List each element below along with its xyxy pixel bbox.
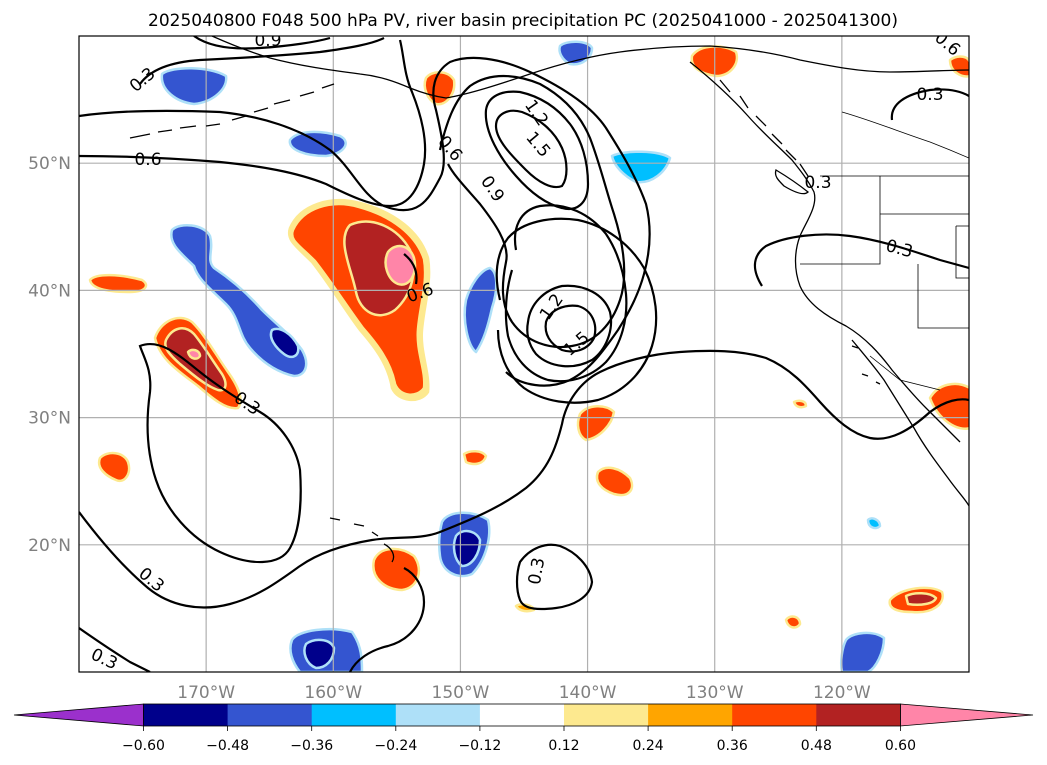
vancouver-island (774, 169, 809, 195)
colorbar-segment (227, 704, 313, 726)
colorbar-extend-min (13, 703, 144, 727)
pv-contour-0.6-loop (495, 217, 658, 404)
pv-contour-1.2-south (526, 284, 613, 368)
colorbar-tick-label: −0.36 (290, 738, 333, 754)
pv-contour-label: 0.3 (525, 556, 549, 586)
precip-blob-west-negative (170, 223, 308, 378)
longitude-tick-labels: 170°W 160°W 150°W 140°W 130°W 120°W (177, 683, 871, 703)
precip-blob-positive (784, 615, 802, 629)
pv-contour-1.5-south (544, 304, 597, 353)
pv-contour-0.3-bottom (79, 627, 151, 672)
pv-contour-label: 0.9 (254, 31, 281, 51)
alaska-panhandle-islands (719, 79, 809, 177)
colorbar-segment (479, 704, 565, 726)
alaska-coastline (211, 36, 969, 99)
precip-blob-positive (88, 273, 148, 294)
pv-contour-0.9-loop (504, 204, 628, 383)
aleutian-islands (129, 83, 335, 139)
channel-islands (851, 345, 881, 385)
precip-blob-negative (463, 266, 498, 354)
pv-contours (79, 36, 969, 672)
pv-contour-0.3-ne (890, 88, 969, 121)
baja-coastline (851, 339, 969, 507)
pv-contour-0.3 (139, 37, 385, 85)
lat-tick-label: 40°N (28, 281, 71, 301)
colorbar-tick-label: 0.36 (717, 738, 748, 754)
lon-tick-label: 160°W (304, 683, 362, 703)
hawaii-islands (329, 517, 395, 563)
precip-blob-positive (462, 450, 488, 466)
lon-tick-label: 130°W (686, 683, 744, 703)
precip-blob-core (904, 592, 938, 606)
lon-tick-label: 120°W (813, 683, 871, 703)
colorbar-segment (564, 704, 649, 726)
map-gridlines (79, 36, 969, 672)
pv-contour-label: 0.3 (804, 173, 831, 193)
precip-blob-negative (610, 150, 672, 184)
colorbar-tick-label: −0.24 (374, 738, 417, 754)
precip-blob-positive (97, 451, 131, 483)
precip-blob-positive (595, 466, 634, 497)
precip-blob-positive (792, 399, 808, 409)
colorbar-segment (816, 704, 901, 726)
lon-tick-label: 150°W (432, 683, 490, 703)
colorbar-segment (311, 704, 397, 726)
colorbar-tick-label: 0.24 (633, 738, 664, 754)
precip-blob-positive (948, 55, 969, 78)
map-title: 2025040800 F048 500 hPa PV, river basin … (148, 11, 898, 31)
colorbar-tick-label: 0.60 (885, 738, 916, 754)
precip-blob-negative (288, 130, 347, 158)
coastlines (129, 36, 969, 563)
lat-tick-label: 20°N (28, 536, 71, 556)
pv-contour-0.3-south (79, 349, 969, 609)
precip-blob-negative (866, 517, 882, 530)
colorbar: −0.60 −0.48 −0.36 −0.24 −0.12 0.12 0.24 0.36 0.4… (13, 703, 1034, 754)
political-borders (800, 111, 969, 391)
latitude-tick-labels: 20°N 30°N 40°N 50°N (28, 154, 71, 556)
colorbar-segment (395, 704, 481, 726)
pv-contour-0.9 (193, 36, 331, 50)
map-panel: 0.3 0.6 0.9 0.6 0.9 1.2 1.5 1.2 1.5 0.6 … (78, 31, 970, 673)
colorbar-segment (143, 704, 229, 726)
map-background (79, 36, 969, 672)
pv-contour-0.9-b (438, 75, 626, 348)
colorbar-tick-label: 0.12 (548, 738, 579, 754)
us-state-border (800, 176, 881, 265)
pv-contour-0.6 (79, 39, 427, 208)
pv-contour-label: 0.3 (916, 85, 943, 105)
colorbar-tick-label: −0.12 (458, 738, 501, 754)
us-mexico-border (869, 355, 941, 391)
colorbar-tick-label: −0.60 (122, 738, 165, 754)
lat-tick-label: 50°N (28, 154, 71, 174)
colorbar-frame (143, 703, 901, 727)
pv-contour-label: 0.6 (134, 150, 161, 170)
pv-contour-0.3-long (138, 343, 302, 564)
pv-contour-1.2 (484, 90, 590, 211)
colorbar-extend-max (900, 703, 1034, 727)
alaska-canada-border (841, 111, 969, 159)
lat-tick-label: 30°N (28, 409, 71, 429)
pv-contour-1.5 (494, 109, 568, 189)
pv-contour-0.3-bottom2 (349, 567, 426, 672)
us-state-border (955, 225, 969, 279)
colorbar-tick-label: −0.48 (206, 738, 249, 754)
precip-blob-south-negative (289, 627, 364, 672)
precip-blob-positive (423, 71, 456, 106)
colorbar-segment (732, 704, 817, 726)
pv-contour-0.3-east (753, 233, 969, 287)
colorbar-segment (648, 704, 733, 726)
precip-blob-negative (160, 66, 228, 106)
pv-contour-0.6-b (403, 253, 418, 285)
pv-contour-0.3-mid (515, 543, 594, 611)
bc-coastline (689, 61, 961, 443)
colorbar-tick-label: 0.48 (801, 738, 832, 754)
map-frame (78, 35, 970, 673)
lon-tick-label: 140°W (559, 683, 617, 703)
us-state-border (917, 264, 969, 329)
lon-tick-label: 170°W (177, 683, 235, 703)
